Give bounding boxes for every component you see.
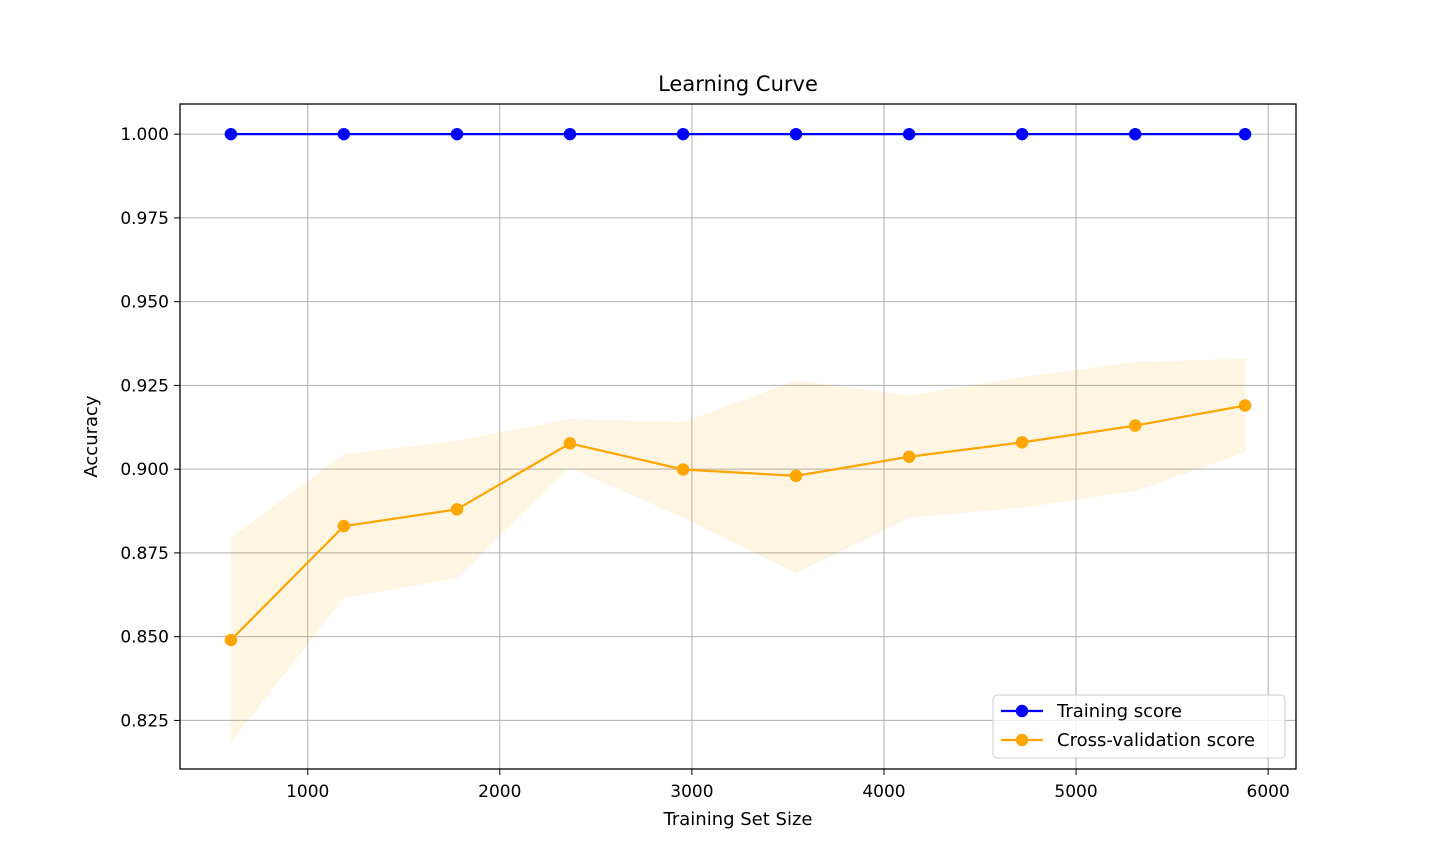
training-score-point xyxy=(1129,127,1142,141)
chart-title: Learning Curve xyxy=(658,72,818,96)
confidence-bands xyxy=(230,358,1246,743)
series-lines xyxy=(224,127,1252,647)
cv-score-band xyxy=(230,358,1246,743)
cv-score-point xyxy=(789,469,803,483)
x-tick-label: 1000 xyxy=(286,782,329,802)
training-score-point xyxy=(563,127,577,141)
plot-frame xyxy=(179,103,1297,770)
y-tick-label: 0.825 xyxy=(120,711,169,731)
legend-swatch-marker xyxy=(1015,733,1029,747)
cv-score-point xyxy=(337,519,351,533)
cv-score-point xyxy=(676,463,690,476)
cv-score-line xyxy=(230,404,1246,641)
y-tick-label: 1.000 xyxy=(120,125,169,145)
y-axis-label: Accuracy xyxy=(81,395,102,478)
cv-score-point xyxy=(1015,436,1029,449)
cv-score-point xyxy=(902,450,916,463)
training-score-point xyxy=(337,127,351,141)
training-score-point xyxy=(1238,127,1252,141)
cv-score-point xyxy=(1129,419,1142,432)
axis-ticks: 1000 2000 3000 4000 5000 6000 0.825 0.850 0.875 0… xyxy=(120,125,1289,802)
x-tick-label: 5000 xyxy=(1054,782,1097,802)
legend-entry-label: Cross-validation score xyxy=(1057,730,1255,751)
y-tick-label: 0.975 xyxy=(120,209,169,229)
cv-score-point xyxy=(224,633,238,647)
training-score-point xyxy=(450,127,464,141)
x-tick-label: 6000 xyxy=(1247,782,1290,802)
x-axis-label: Training Set Size xyxy=(663,809,813,830)
x-tick-label: 4000 xyxy=(862,782,905,802)
training-score-point xyxy=(1015,127,1029,141)
y-tick-label: 0.850 xyxy=(120,628,169,648)
legend-box xyxy=(992,694,1286,759)
y-tick-label: 0.925 xyxy=(120,376,169,396)
legend: Training score Cross-validation score xyxy=(992,694,1286,759)
x-tick-label: 2000 xyxy=(478,782,521,802)
cv-score-point xyxy=(563,437,577,450)
legend-entry-label: Training score xyxy=(1056,701,1182,722)
y-tick-label: 0.900 xyxy=(120,460,169,480)
legend-swatch-marker xyxy=(1015,704,1029,718)
training-score-point xyxy=(676,127,690,141)
y-tick-label: 0.950 xyxy=(120,293,169,313)
training-score-point xyxy=(789,127,803,141)
y-tick-label: 0.875 xyxy=(120,544,169,564)
x-tick-label: 3000 xyxy=(670,782,713,802)
training-score-point xyxy=(902,127,916,141)
cv-score-point xyxy=(450,503,464,516)
cv-score-point xyxy=(1238,399,1252,412)
training-score-point xyxy=(224,127,238,141)
